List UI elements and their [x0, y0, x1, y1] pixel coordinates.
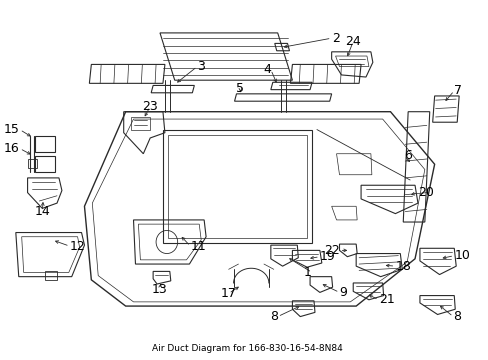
Text: 22: 22 [323, 244, 339, 257]
Text: 2: 2 [331, 32, 339, 45]
Text: 20: 20 [417, 186, 433, 199]
Text: 8: 8 [269, 310, 277, 323]
Text: 6: 6 [404, 149, 411, 162]
Text: 17: 17 [220, 287, 236, 300]
Text: 11: 11 [190, 240, 206, 253]
Text: 5: 5 [236, 82, 244, 95]
Text: 18: 18 [395, 260, 410, 273]
Text: 21: 21 [378, 293, 394, 306]
Text: 8: 8 [452, 310, 460, 323]
Text: 10: 10 [453, 249, 469, 262]
Text: 24: 24 [345, 35, 360, 48]
Text: 1: 1 [304, 266, 311, 279]
Text: 19: 19 [319, 250, 335, 263]
Text: 12: 12 [70, 240, 85, 253]
Text: 23: 23 [142, 100, 158, 113]
Text: 15: 15 [4, 123, 20, 136]
Text: 7: 7 [453, 84, 461, 97]
Text: 9: 9 [339, 286, 346, 299]
Text: 3: 3 [197, 60, 205, 73]
Text: 16: 16 [4, 142, 20, 155]
Text: 13: 13 [152, 283, 167, 296]
Text: Air Duct Diagram for 166-830-16-54-8N84: Air Duct Diagram for 166-830-16-54-8N84 [152, 343, 342, 352]
Text: 14: 14 [34, 205, 50, 218]
Text: 4: 4 [263, 63, 270, 76]
